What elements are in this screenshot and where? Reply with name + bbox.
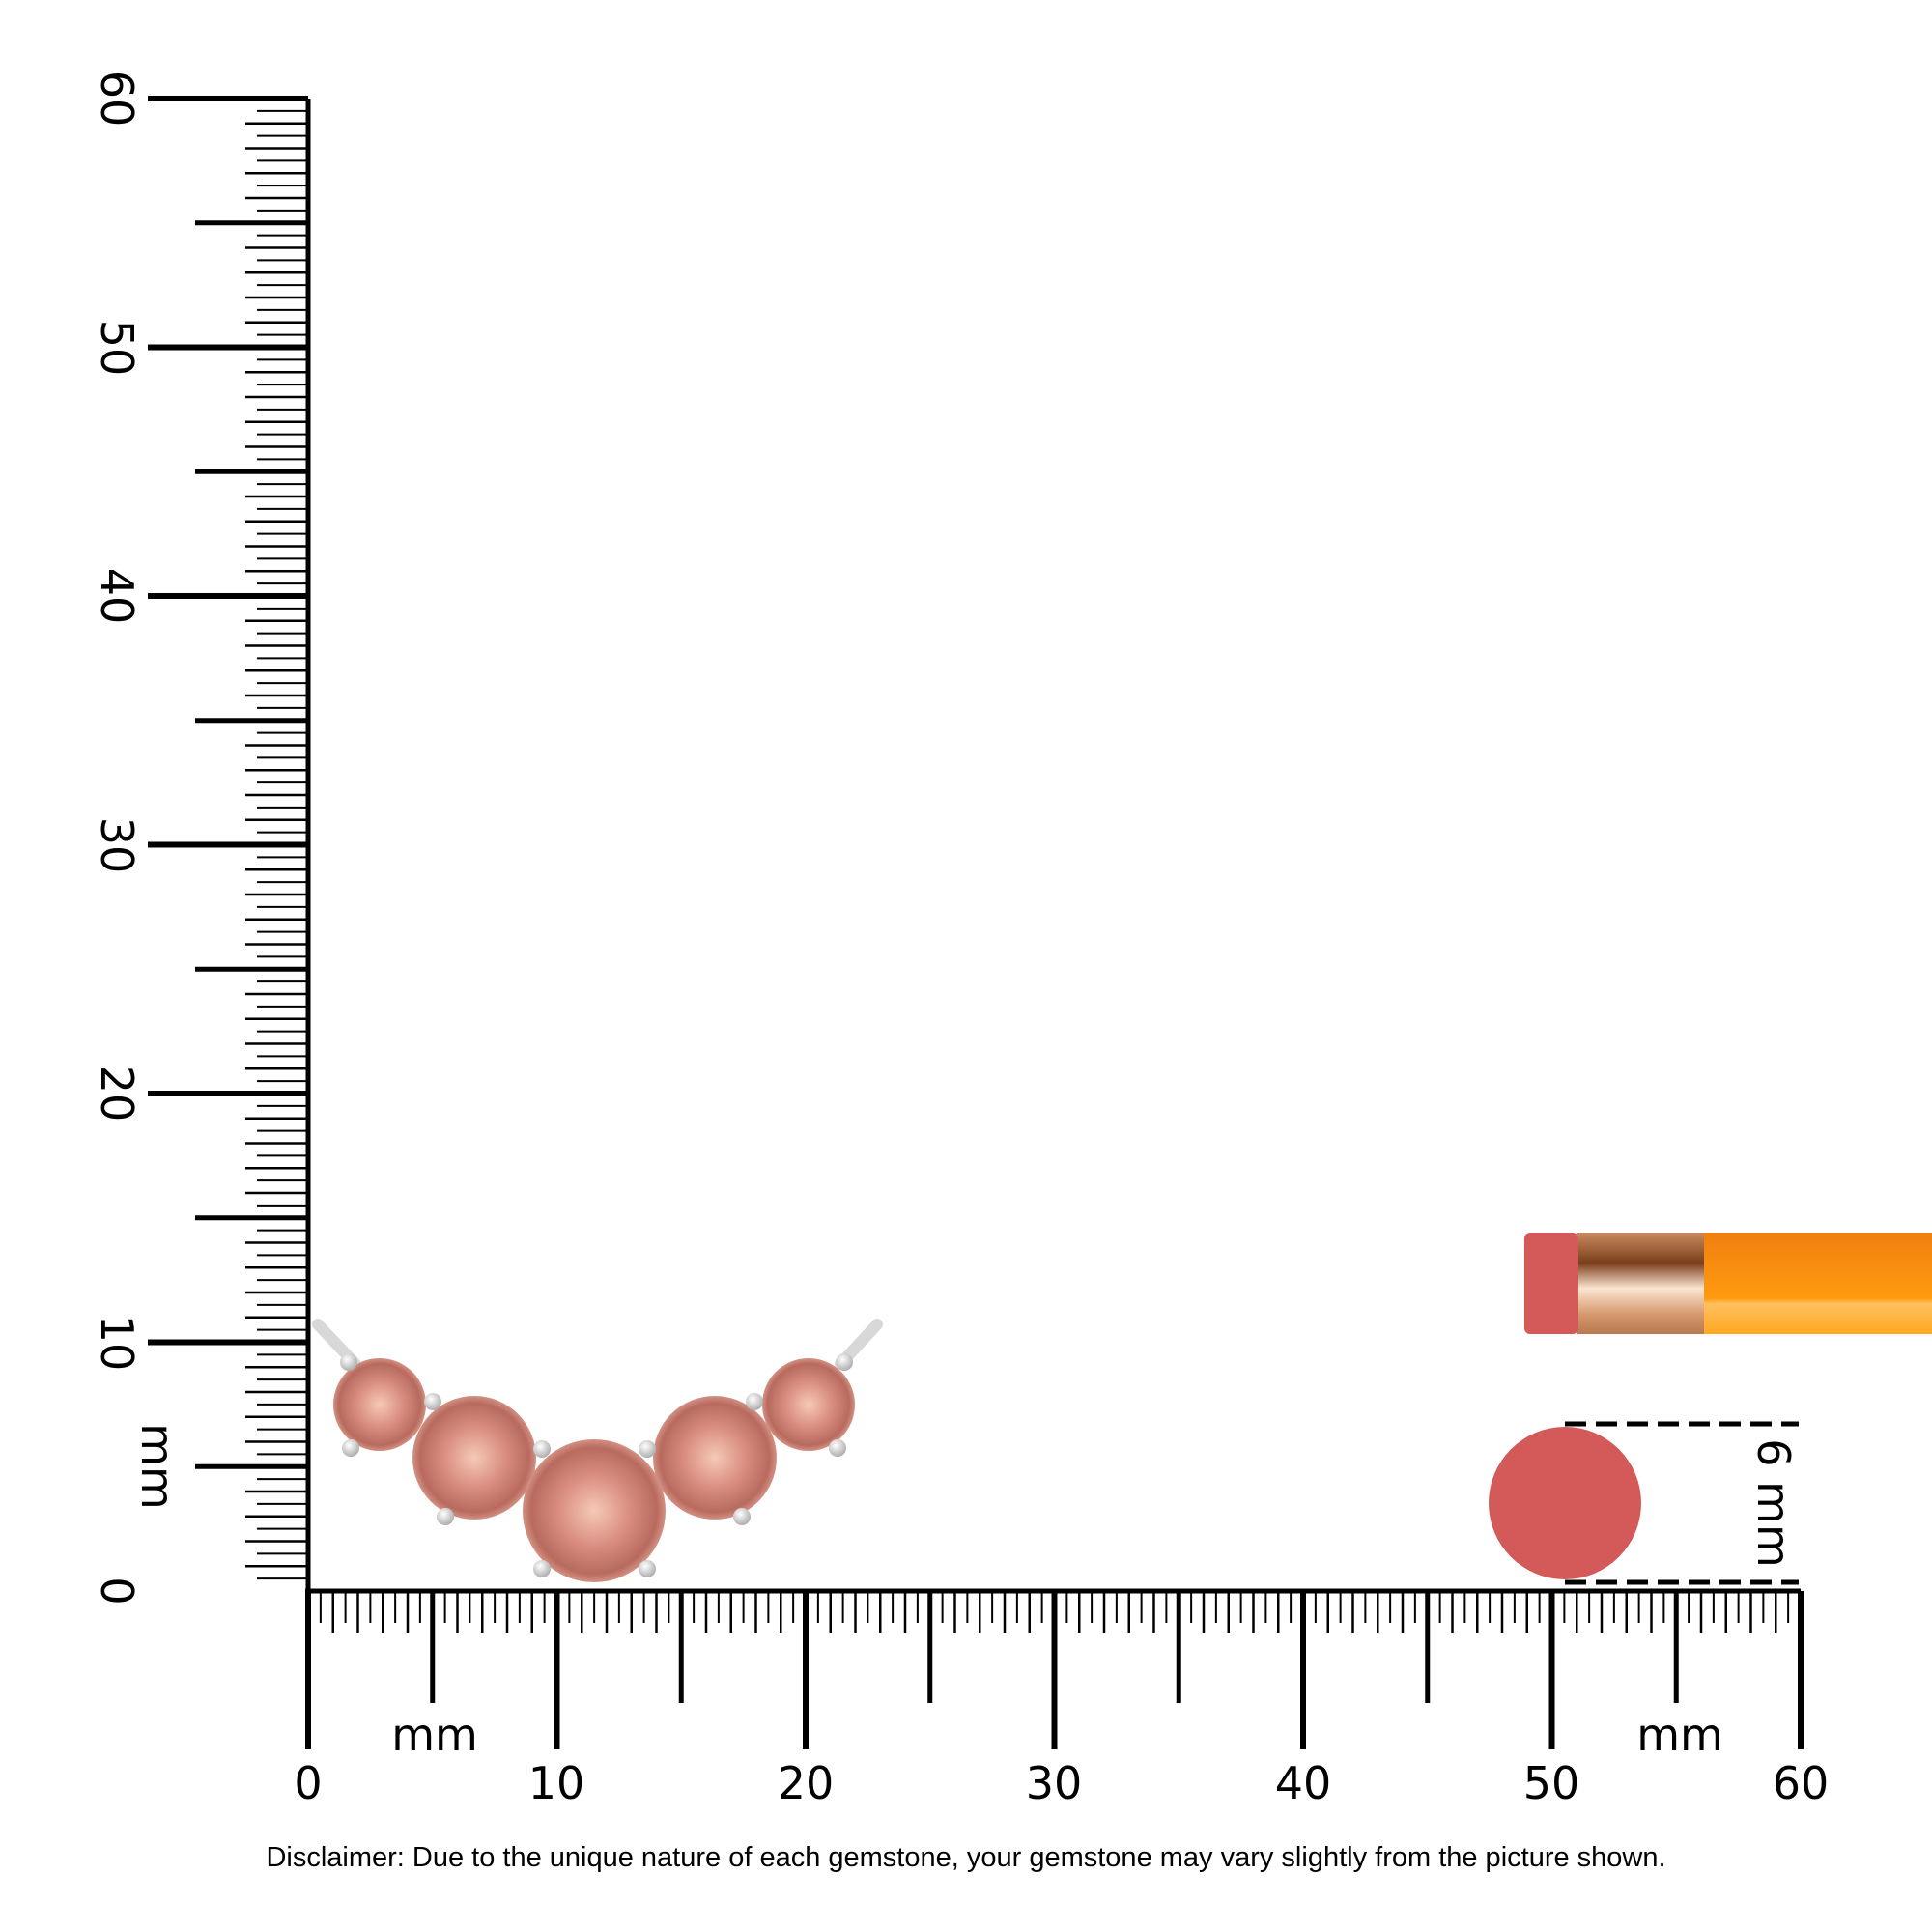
h-label-10: 10: [528, 1757, 585, 1809]
h-unit-label-left: mm: [391, 1709, 478, 1761]
gemstone: [412, 1396, 536, 1520]
h-label-20: 20: [778, 1757, 835, 1809]
pencil-reference: [1524, 1233, 1932, 1334]
size-reference: 6 mm: [1489, 1421, 1800, 1585]
v-label-30: 30: [91, 817, 143, 874]
vertical-ruler: [148, 96, 311, 1594]
vertical-ruler-labels: 0 10 20 30 40 50 60 mm: [91, 71, 184, 1605]
h-label-0: 0: [294, 1757, 322, 1809]
gemstone: [523, 1439, 666, 1582]
pencil-ferrule: [1577, 1233, 1704, 1334]
v-label-60: 60: [91, 71, 143, 128]
necklace-pendant: [312, 1319, 883, 1582]
h-label-60: 60: [1773, 1757, 1830, 1809]
v-label-0: 0: [91, 1577, 143, 1605]
v-unit-label: mm: [131, 1423, 184, 1510]
pencil-body: [1704, 1233, 1932, 1334]
disclaimer-text: Disclaimer: Due to the unique nature of …: [266, 1842, 1665, 1873]
h-unit-label-right: mm: [1636, 1709, 1723, 1761]
h-label-40: 40: [1275, 1757, 1332, 1809]
h-label-50: 50: [1523, 1757, 1580, 1809]
gemstone: [653, 1396, 777, 1520]
pencil-eraser: [1524, 1233, 1578, 1334]
reference-circle: [1489, 1427, 1641, 1579]
size-label: 6 mm: [1747, 1438, 1800, 1568]
horizontal-ruler-labels: 0 10 20 30 40 50 60 mm mm: [294, 1709, 1829, 1809]
gemstone: [333, 1358, 426, 1451]
horizontal-ruler: [305, 1588, 1804, 1749]
v-label-10: 10: [91, 1315, 143, 1372]
v-label-50: 50: [91, 320, 143, 377]
prongs: [340, 1353, 853, 1577]
v-label-20: 20: [91, 1065, 143, 1122]
gemstone: [762, 1358, 855, 1451]
v-label-40: 40: [91, 568, 143, 625]
h-label-30: 30: [1026, 1757, 1083, 1809]
